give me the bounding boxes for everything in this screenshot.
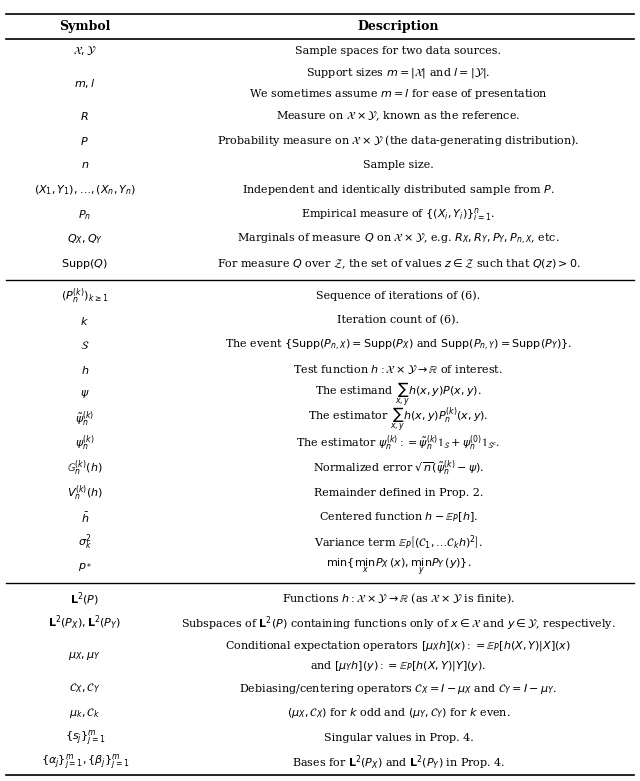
Text: $\{s_j\}_{j=1}^m$: $\{s_j\}_{j=1}^m$ (65, 728, 105, 747)
Text: $\mathcal{X}, \mathcal{Y}$: $\mathcal{X}, \mathcal{Y}$ (73, 45, 97, 58)
Text: Sample spaces for two data sources.: Sample spaces for two data sources. (296, 46, 501, 56)
Text: Marginals of measure $Q$ on $\mathcal{X} \times \mathcal{Y}$, e.g. $R_X, R_Y, P_: Marginals of measure $Q$ on $\mathcal{X}… (237, 232, 560, 247)
Text: $\mu_k, \mathcal{C}_k$: $\mu_k, \mathcal{C}_k$ (69, 706, 100, 720)
Text: Empirical measure of $\{(X_i, Y_i)\}_{i=1}^n$.: Empirical measure of $\{(X_i, Y_i)\}_{i=… (301, 206, 495, 223)
Text: Variance term $\mathbb{E}_P \left[(\mathcal{C}_1, \ldots \mathcal{C}_k h)^2\righ: Variance term $\mathbb{E}_P \left[(\math… (314, 533, 483, 551)
Text: $Q_X, Q_Y$: $Q_X, Q_Y$ (67, 233, 103, 246)
Text: $p_*$: $p_*$ (77, 561, 92, 572)
Text: Subspaces of $\mathbf{L}^2(P)$ containing functions only of $x \in \mathcal{X}$ : Subspaces of $\mathbf{L}^2(P)$ containin… (181, 614, 616, 633)
Text: Measure on $\mathcal{X} \times \mathcal{Y}$, known as the reference.: Measure on $\mathcal{X} \times \mathcal{… (276, 109, 520, 123)
Text: Probability measure on $\mathcal{X} \times \mathcal{Y}$ (the data-generating dis: Probability measure on $\mathcal{X} \tim… (217, 134, 580, 148)
Text: $(X_1, Y_1), \ldots, (X_n, Y_n)$: $(X_1, Y_1), \ldots, (X_n, Y_n)$ (34, 184, 136, 197)
Text: $(\mu_X, \mathcal{C}_X)$ for $k$ odd and $(\mu_Y, \mathcal{C}_Y)$ for $k$ even.: $(\mu_X, \mathcal{C}_X)$ for $k$ odd and… (287, 706, 510, 720)
Text: $\mathbb{G}_n^{(k)}(h)$: $\mathbb{G}_n^{(k)}(h)$ (67, 458, 102, 478)
Text: and $[\mu_Y h](y) := \mathbb{E}_P [h(X,Y)|Y](y)$.: and $[\mu_Y h](y) := \mathbb{E}_P [h(X,Y… (310, 659, 486, 673)
Text: Singular values in Prop. 4.: Singular values in Prop. 4. (324, 733, 473, 743)
Text: $\psi$: $\psi$ (80, 388, 90, 401)
Text: $\mathbf{L}^2(P_X), \mathbf{L}^2(P_Y)$: $\mathbf{L}^2(P_X), \mathbf{L}^2(P_Y)$ (48, 614, 122, 633)
Text: $\tilde{\psi}_n^{(k)}$: $\tilde{\psi}_n^{(k)}$ (75, 409, 95, 429)
Text: Description: Description (358, 20, 439, 33)
Text: For measure $Q$ over $\mathcal{Z}$, the set of values $z \in \mathcal{Z}$ such t: For measure $Q$ over $\mathcal{Z}$, the … (216, 257, 580, 271)
Text: The estimand $\sum_{x,y} h(x,y) P(x,y)$.: The estimand $\sum_{x,y} h(x,y) P(x,y)$. (315, 380, 482, 408)
Text: $\min\{\min_x P_X(x), \min_y P_Y(y)\}$.: $\min\{\min_x P_X(x), \min_y P_Y(y)\}$. (326, 556, 471, 577)
Text: The event $\{\mathrm{Supp}(P_{n,X}) = \mathrm{Supp}(P_X)$ and $\mathrm{Supp}(P_{: The event $\{\mathrm{Supp}(P_{n,X}) = \m… (225, 337, 572, 353)
Text: The estimator $\sum_{x,y} h(x,y) P_n^{(k)}(x,y)$.: The estimator $\sum_{x,y} h(x,y) P_n^{(k… (308, 405, 488, 433)
Text: Debiasing/centering operators $\mathcal{C}_X = I - \mu_X$ and $\mathcal{C}_Y = I: Debiasing/centering operators $\mathcal{… (239, 682, 557, 696)
Text: $\mathbf{L}^2(P)$: $\mathbf{L}^2(P)$ (70, 590, 99, 608)
Text: $\bar{h}$: $\bar{h}$ (81, 511, 89, 525)
Text: Symbol: Symbol (59, 20, 111, 33)
Text: $n$: $n$ (81, 160, 89, 170)
Text: Support sizes $m = |\mathcal{X}|$ and $l = |\mathcal{Y}|$.: Support sizes $m = |\mathcal{X}|$ and $l… (306, 66, 491, 80)
Text: Bases for $\mathbf{L}^2(P_X)$ and $\mathbf{L}^2(P_Y)$ in Prop. 4.: Bases for $\mathbf{L}^2(P_X)$ and $\math… (292, 753, 505, 772)
Text: Conditional expectation operators $[\mu_X h](x) := \mathbb{E}_P [h(X,Y)|X](x)$: Conditional expectation operators $[\mu_… (225, 639, 572, 653)
Text: $m, l$: $m, l$ (74, 77, 95, 90)
Text: $\mu_X, \mu_Y$: $\mu_X, \mu_Y$ (68, 650, 101, 662)
Text: $\{\alpha_j\}_{j=1}^m, \{\beta_j\}_{j=1}^m$: $\{\alpha_j\}_{j=1}^m, \{\beta_j\}_{j=1}… (40, 753, 129, 772)
Text: $\sigma_k^2$: $\sigma_k^2$ (78, 533, 92, 552)
Text: $\psi_n^{(k)}$: $\psi_n^{(k)}$ (75, 433, 95, 454)
Text: $\mathcal{C}_X, \mathcal{C}_Y$: $\mathcal{C}_X, \mathcal{C}_Y$ (69, 682, 100, 696)
Text: Sample size.: Sample size. (363, 160, 434, 170)
Text: $P_n$: $P_n$ (78, 208, 92, 222)
Text: Functions $h : \mathcal{X} \times \mathcal{Y} \to \mathbb{R}$ (as $\mathcal{X} \: Functions $h : \mathcal{X} \times \mathc… (282, 591, 515, 606)
Text: $h$: $h$ (81, 364, 89, 376)
Text: Iteration count of (6).: Iteration count of (6). (337, 316, 460, 326)
Text: Remainder defined in Prop. 2.: Remainder defined in Prop. 2. (314, 488, 483, 497)
Text: $R$: $R$ (81, 110, 89, 122)
Text: Sequence of iterations of (6).: Sequence of iterations of (6). (316, 291, 481, 301)
Text: $\mathcal{S}$: $\mathcal{S}$ (80, 339, 90, 351)
Text: $P$: $P$ (81, 135, 89, 147)
Text: $(P_n^{(k)})_{k \geq 1}$: $(P_n^{(k)})_{k \geq 1}$ (61, 286, 109, 305)
Text: $\mathrm{Supp}(Q)$: $\mathrm{Supp}(Q)$ (61, 257, 108, 271)
Text: $V_n^{(k)}(h)$: $V_n^{(k)}(h)$ (67, 483, 103, 503)
Text: Normalized error $\sqrt{n}(\tilde{\psi}_n^{(k)} - \psi)$.: Normalized error $\sqrt{n}(\tilde{\psi}_… (313, 458, 484, 478)
Text: Independent and identically distributed sample from $P$.: Independent and identically distributed … (242, 183, 555, 197)
Text: $k$: $k$ (81, 315, 89, 326)
Text: The estimator $\psi_n^{(k)} := \tilde{\psi}_n^{(k)} \mathbb{1}_{\mathcal{S}} + \: The estimator $\psi_n^{(k)} := \tilde{\p… (296, 433, 500, 454)
Text: Centered function $h - \mathbb{E}_P [h]$.: Centered function $h - \mathbb{E}_P [h]$… (319, 511, 478, 524)
Text: We sometimes assume $m = l$ for ease of presentation: We sometimes assume $m = l$ for ease of … (249, 87, 548, 101)
Text: Test function $h : \mathcal{X} \times \mathcal{Y} \to \mathbb{R}$ of interest.: Test function $h : \mathcal{X} \times \m… (294, 363, 503, 376)
